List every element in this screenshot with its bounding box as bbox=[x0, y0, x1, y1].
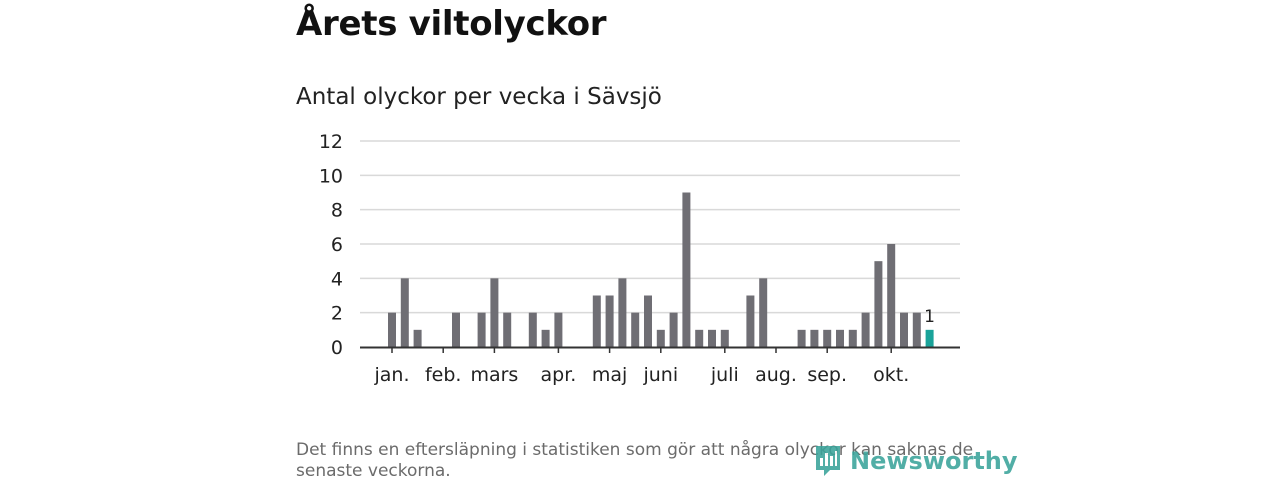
y-tick-label: 12 bbox=[319, 131, 343, 153]
bar bbox=[400, 278, 409, 347]
bar bbox=[592, 295, 601, 347]
footnote: Det finns en eftersläpning i statistiken… bbox=[296, 440, 974, 481]
bar bbox=[836, 329, 844, 347]
brand-logo: Newsworthy bbox=[814, 444, 1018, 478]
bar bbox=[900, 312, 908, 347]
bars bbox=[388, 192, 934, 347]
bar bbox=[503, 312, 512, 347]
x-tick-label: aug. bbox=[755, 364, 797, 386]
last-value-label: 1 bbox=[924, 307, 935, 327]
bar bbox=[797, 329, 806, 347]
y-tick-label: 2 bbox=[331, 303, 343, 325]
bar bbox=[605, 295, 614, 347]
bar bbox=[720, 329, 729, 347]
bar bbox=[746, 295, 755, 347]
bar bbox=[925, 329, 934, 347]
bar bbox=[669, 312, 678, 347]
y-axis-ticks: 0 2 4 6 8 10 12 bbox=[319, 131, 343, 359]
bar bbox=[631, 312, 640, 347]
bar bbox=[695, 329, 704, 347]
bar bbox=[823, 329, 832, 347]
bar bbox=[490, 278, 499, 347]
bar bbox=[682, 192, 691, 347]
bar bbox=[618, 278, 627, 347]
bar bbox=[861, 312, 870, 347]
newsworthy-logo-icon bbox=[816, 446, 840, 476]
x-tick-label: juli bbox=[710, 364, 739, 386]
x-tick-label: sep. bbox=[807, 364, 847, 386]
x-tick-label: jan. bbox=[373, 364, 409, 386]
chart-subtitle: Antal olyckor per vecka i Sävsjö bbox=[296, 84, 662, 110]
bar bbox=[477, 312, 486, 347]
grid-lines bbox=[360, 140, 960, 314]
bar bbox=[848, 329, 857, 347]
bar bbox=[554, 312, 563, 347]
brand-name: Newsworthy bbox=[850, 447, 1018, 475]
x-axis: jan. feb. mars apr. maj juni juli aug. sep. okt. bbox=[360, 346, 960, 386]
bar bbox=[528, 312, 537, 347]
x-tick-label: apr. bbox=[540, 364, 576, 386]
y-tick-label: 6 bbox=[331, 234, 343, 256]
y-tick-label: 10 bbox=[319, 165, 343, 187]
bar bbox=[452, 312, 460, 347]
data-labels: 1 bbox=[924, 307, 935, 327]
bar bbox=[874, 261, 883, 347]
chart-title: Årets viltolyckor bbox=[296, 4, 607, 44]
x-tick-label: okt. bbox=[873, 364, 909, 386]
x-tick-label: maj bbox=[592, 364, 627, 386]
bar bbox=[912, 312, 921, 347]
x-tick-label: feb. bbox=[425, 364, 461, 386]
y-tick-label: 8 bbox=[331, 200, 343, 222]
bar bbox=[759, 278, 768, 347]
bar bbox=[656, 329, 665, 347]
bar bbox=[644, 295, 652, 347]
x-tick-label: mars bbox=[470, 364, 518, 386]
y-tick-label: 0 bbox=[331, 337, 343, 359]
y-tick-label: 4 bbox=[331, 268, 343, 290]
x-tick-label: juni bbox=[642, 364, 678, 386]
bar bbox=[413, 329, 422, 347]
bar bbox=[810, 329, 819, 347]
bar bbox=[388, 312, 396, 347]
bar bbox=[708, 329, 716, 347]
bar bbox=[541, 329, 550, 347]
bar bbox=[887, 244, 896, 347]
